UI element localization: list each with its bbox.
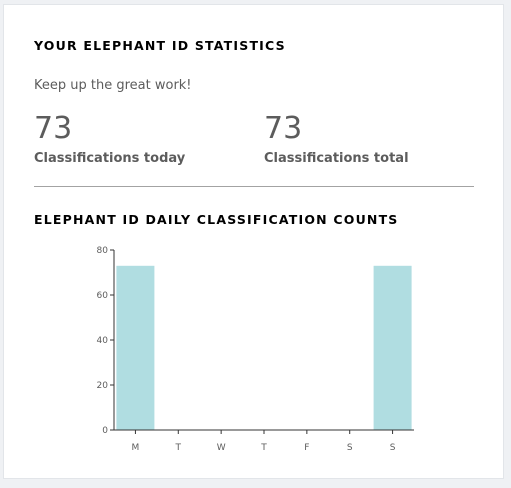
encouragement-message: Keep up the great work! <box>34 78 192 93</box>
x-tick-label: M <box>132 443 140 453</box>
y-tick-label: 0 <box>102 426 108 436</box>
y-tick-label: 40 <box>97 336 109 346</box>
x-tick-label: S <box>390 443 396 453</box>
total-count: 73 <box>264 111 303 146</box>
x-tick-label: T <box>260 443 267 453</box>
y-tick-label: 20 <box>97 381 109 391</box>
daily-classification-chart: 0 20 40 60 80 M T W T F S S <box>97 246 414 453</box>
today-label: Classifications today <box>34 151 186 166</box>
y-tick-label: 60 <box>97 291 109 301</box>
chart-bar <box>116 265 155 431</box>
chart-heading: ELEPHANT ID DAILY CLASSIFICATION COUNTS <box>34 212 399 227</box>
section-divider <box>34 186 474 187</box>
x-tick-label: F <box>304 443 309 453</box>
today-count: 73 <box>34 111 73 146</box>
y-tick-label: 80 <box>97 246 109 256</box>
total-label: Classifications total <box>264 151 409 166</box>
x-tick-label: W <box>217 443 226 453</box>
x-tick-label: T <box>175 443 182 453</box>
stats-heading: YOUR ELEPHANT ID STATISTICS <box>34 38 286 53</box>
stats-card: YOUR ELEPHANT ID STATISTICS Keep up the … <box>3 4 504 479</box>
chart-bar <box>373 265 412 431</box>
x-tick-label: S <box>347 443 353 453</box>
